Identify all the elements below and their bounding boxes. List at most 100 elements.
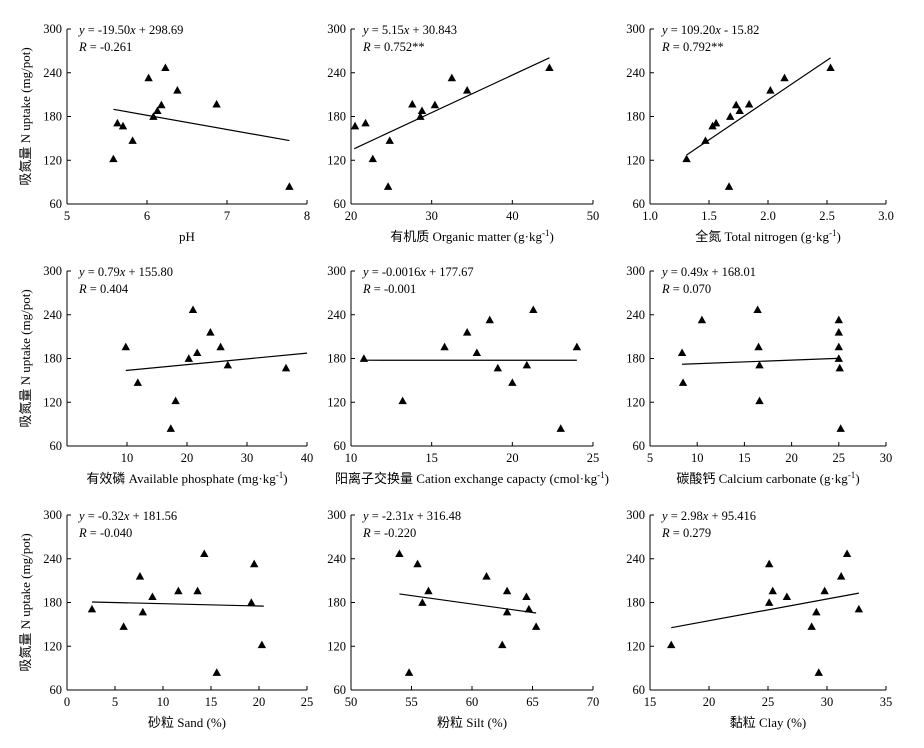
data-point xyxy=(417,106,427,115)
y-tick-label: 120 xyxy=(43,639,62,653)
data-point xyxy=(247,598,256,606)
y-tick-label: 240 xyxy=(626,552,645,566)
x-tick-label: 10 xyxy=(121,451,134,465)
data-point xyxy=(711,118,721,127)
x-tick-label: 20 xyxy=(181,451,194,465)
x-tick-label: 6 xyxy=(144,209,150,223)
data-point xyxy=(678,378,688,386)
data-point xyxy=(508,378,517,386)
data-point xyxy=(395,549,404,558)
x-axis-label: 粉粒 Silt (%) xyxy=(437,715,507,730)
data-point xyxy=(842,549,852,558)
correlation-coefficient: R = 0.752** xyxy=(362,40,425,54)
y-tick-label: 120 xyxy=(626,395,645,409)
scatter-panel-6: 60 120 180 240 300 5 10 15 20 25 30 y = 0.49x + 168… xyxy=(626,264,892,486)
y-tick-label: 60 xyxy=(633,439,646,453)
y-tick-label: 180 xyxy=(626,352,645,366)
y-tick-label: 60 xyxy=(50,683,63,697)
x-tick-label: 20 xyxy=(506,451,519,465)
data-point xyxy=(701,136,710,144)
x-tick-label: 5 xyxy=(112,695,118,709)
data-point xyxy=(753,305,762,314)
regression-equation: y = -2.31x + 316.48 xyxy=(361,509,461,523)
data-point xyxy=(109,154,118,163)
y-tick-label: 180 xyxy=(43,596,62,610)
y-tick-label: 180 xyxy=(327,110,346,124)
data-point xyxy=(764,598,774,606)
x-tick-label: 20 xyxy=(703,695,716,709)
y-tick-label: 300 xyxy=(327,22,346,36)
y-tick-label: 180 xyxy=(327,596,346,610)
y-tick-label: 120 xyxy=(327,153,346,167)
regression-line xyxy=(91,601,264,607)
x-tick-label: 10 xyxy=(157,695,170,709)
data-point xyxy=(216,342,225,351)
y-tick-label: 240 xyxy=(327,308,346,322)
regression-equation: y = 0.49x + 168.01 xyxy=(660,265,756,279)
x-tick-label: 10 xyxy=(345,451,358,465)
x-axis-label: 碳酸钙 Calcium carbonate (g·kg-1) xyxy=(676,470,859,486)
data-point xyxy=(697,315,707,324)
data-point xyxy=(350,121,360,130)
data-point xyxy=(184,354,193,362)
data-point xyxy=(430,100,440,109)
data-point xyxy=(404,668,414,676)
data-point xyxy=(744,99,754,108)
y-tick-label: 120 xyxy=(327,639,346,653)
regression-equation: y = -0.0016x + 177.67 xyxy=(361,265,474,279)
y-tick-label: 60 xyxy=(334,197,347,211)
regression-equation: y = 109.20x - 15.82 xyxy=(660,23,759,37)
y-tick-label: 240 xyxy=(626,308,645,322)
x-tick-label: 7 xyxy=(224,209,230,223)
data-point xyxy=(281,363,291,372)
x-tick-label: 15 xyxy=(738,451,751,465)
y-tick-label: 60 xyxy=(50,439,63,453)
data-point xyxy=(726,112,735,120)
correlation-coefficient: R = -0.220 xyxy=(362,526,416,540)
data-point xyxy=(834,315,843,324)
data-point xyxy=(121,342,130,351)
data-point xyxy=(531,622,541,630)
data-point xyxy=(545,63,554,72)
data-point xyxy=(223,360,232,369)
regression-equation: y = 5.15x + 30.843 xyxy=(361,23,457,37)
data-point xyxy=(556,424,565,432)
data-point xyxy=(502,586,512,595)
y-tick-label: 240 xyxy=(327,66,346,80)
x-tick-label: 50 xyxy=(345,695,358,709)
x-tick-label: 65 xyxy=(526,695,539,709)
regression-line xyxy=(671,592,859,629)
data-point xyxy=(764,559,774,568)
data-point xyxy=(212,99,221,108)
correlation-coefficient: R = 0.792** xyxy=(661,40,724,54)
x-axis-label: 全氮 Total nitrogen (g·kg-1) xyxy=(695,228,841,244)
data-point xyxy=(766,86,775,94)
data-point xyxy=(768,586,777,595)
data-point xyxy=(834,342,843,351)
data-point xyxy=(171,396,180,405)
data-point xyxy=(782,592,792,601)
data-point xyxy=(416,112,425,120)
data-point xyxy=(724,182,734,190)
y-tick-label: 240 xyxy=(626,66,645,80)
scatter-panel-9: 60 120 180 240 300 15 20 25 30 35 y = 2.98x + 95.4… xyxy=(626,508,892,730)
data-point xyxy=(119,622,128,630)
data-point xyxy=(440,342,449,351)
data-point xyxy=(188,305,198,314)
x-tick-label: 55 xyxy=(405,695,418,709)
data-point xyxy=(735,106,744,115)
x-tick-label: 2.5 xyxy=(819,209,835,223)
x-tick-label: 15 xyxy=(425,451,438,465)
correlation-coefficient: R = -0.040 xyxy=(78,526,132,540)
data-point xyxy=(174,586,183,595)
correlation-coefficient: R = -0.261 xyxy=(78,40,132,54)
data-point xyxy=(193,348,202,357)
x-tick-label: 20 xyxy=(345,209,358,223)
y-tick-label: 60 xyxy=(334,439,347,453)
scatter-panel-1: 60 120 180 240 300 5 6 7 8 y = -19.50x + 298.69 R … xyxy=(18,22,310,244)
data-point xyxy=(780,73,789,82)
data-point xyxy=(157,100,166,109)
scatter-panel-3: 60 120 180 240 300 1.0 1.5 2.0 2.5 3.0 y = 109.20x… xyxy=(626,22,894,244)
data-point xyxy=(522,360,532,369)
